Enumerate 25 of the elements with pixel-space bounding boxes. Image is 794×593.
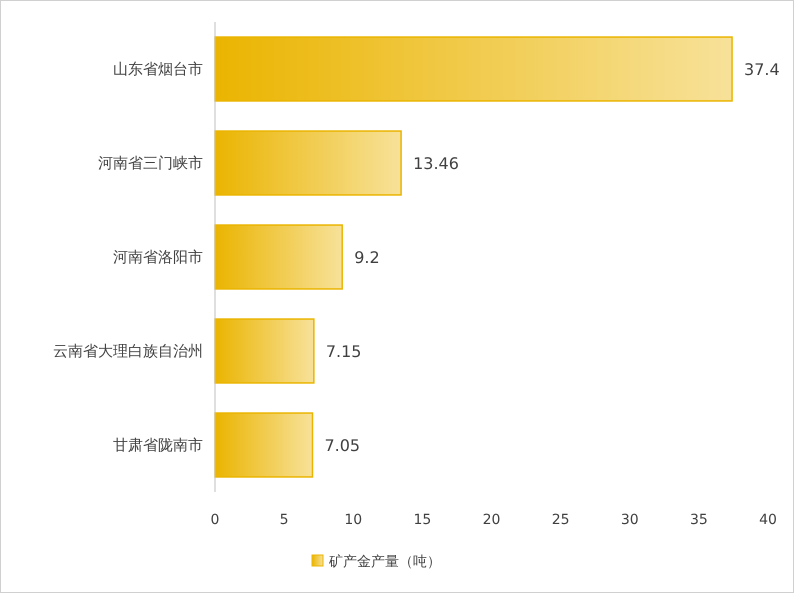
data-label: 9.2: [354, 248, 380, 267]
bar: [214, 130, 402, 196]
x-tick-label: 20: [482, 512, 500, 528]
y-tick-label: 云南省大理白族自治州: [53, 342, 203, 360]
bar: [214, 412, 314, 478]
x-tick-label: 5: [280, 512, 289, 528]
x-tick-label: 0: [210, 512, 220, 528]
x-tick-label: 40: [759, 512, 777, 528]
legend-label: 矿产金产量（吨）: [328, 554, 441, 570]
y-tick-label: 河南省三门峡市: [98, 154, 203, 172]
data-label: 7.05: [324, 436, 360, 455]
bar: [214, 36, 733, 102]
bar: [214, 318, 315, 384]
y-tick-label: 河南省洛阳市: [113, 248, 203, 266]
x-tick-label: 35: [690, 512, 708, 528]
x-tick-label: 25: [552, 512, 570, 528]
y-tick-label: 山东省烟台市: [113, 60, 203, 78]
x-tick-label: 30: [620, 512, 639, 528]
bar: [214, 224, 343, 290]
x-tick-label: 15: [413, 512, 432, 528]
x-tick-label: 10: [344, 512, 362, 528]
data-label: 37.4: [744, 60, 780, 79]
data-label: 7.15: [326, 342, 362, 361]
data-label: 13.46: [413, 154, 459, 173]
y-tick-label: 甘肃省陇南市: [113, 436, 203, 454]
